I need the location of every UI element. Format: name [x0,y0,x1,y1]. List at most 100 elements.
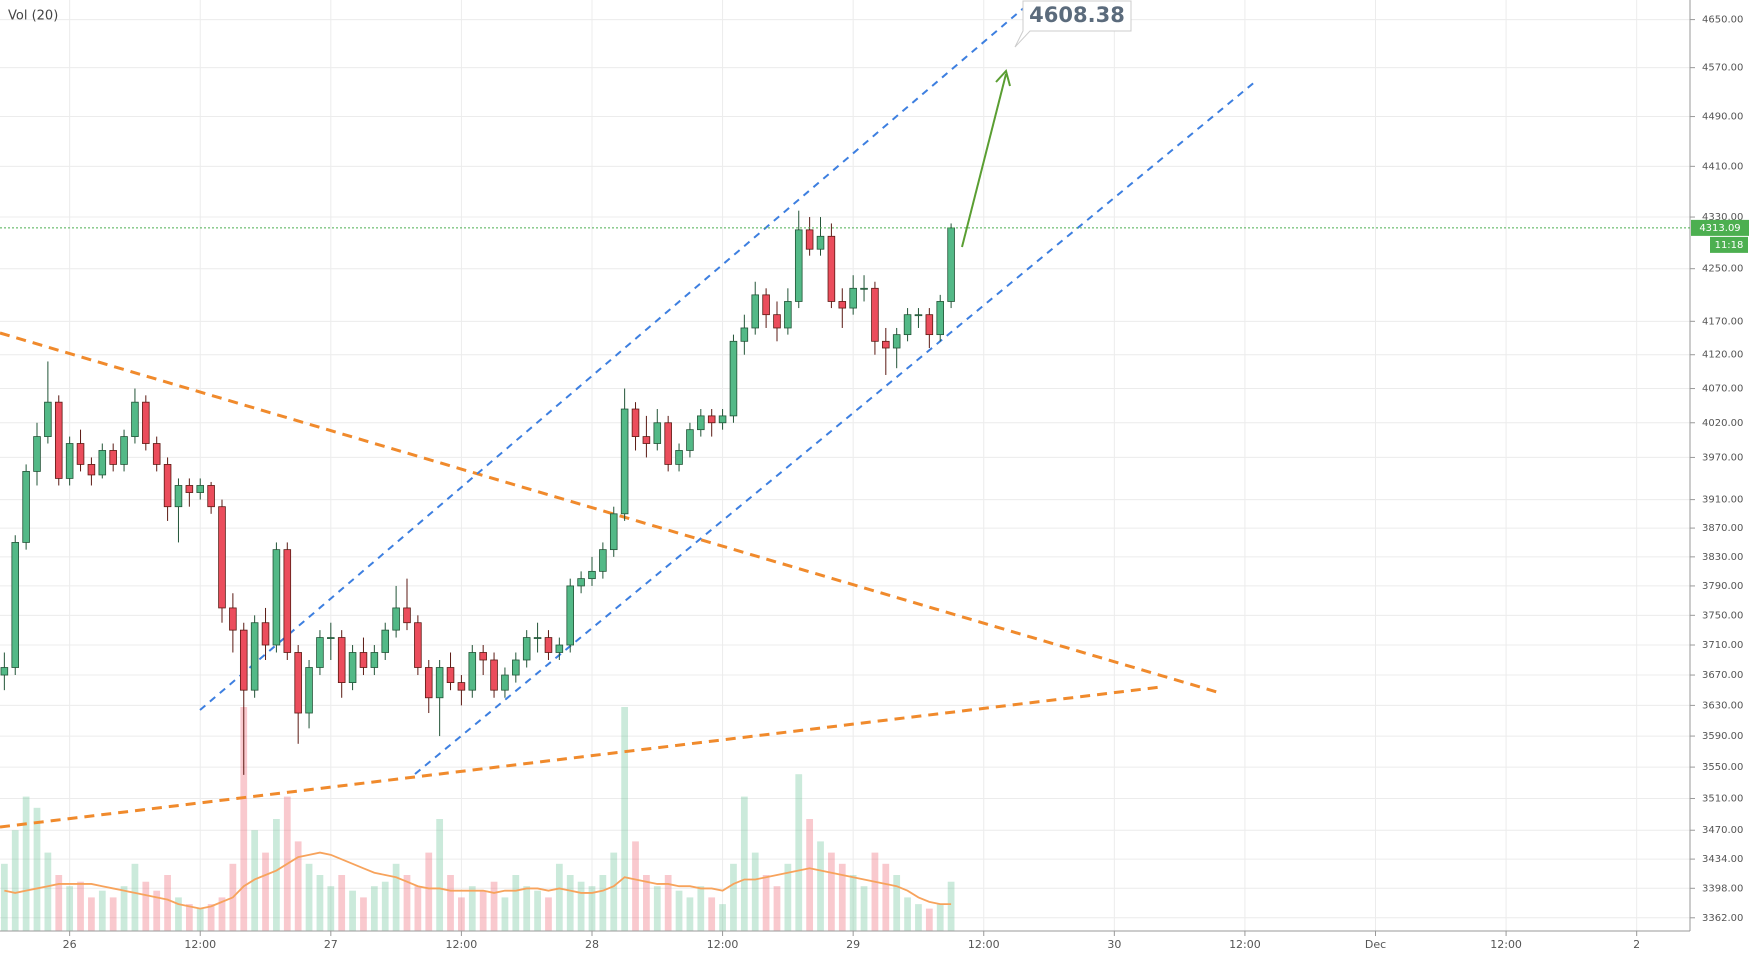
volume-bar [175,897,182,931]
volume-bar [523,886,531,931]
trend-line [0,685,1162,829]
candle-body [218,506,226,609]
y-tick-label: 4410.00 [1702,161,1743,172]
y-tick-label: 3510.00 [1702,793,1743,804]
candle-body [294,652,302,714]
candle-body [109,450,117,465]
y-tick-label: 4250.00 [1702,264,1743,275]
y-tick-label: 4650.00 [1702,15,1743,26]
candle-body [609,513,618,551]
countdown-label: 11:18 [1715,240,1744,251]
y-tick-label: 3630.00 [1702,700,1743,711]
volume-bar [11,830,19,931]
candle-body [925,314,934,336]
volume-bar [468,886,476,931]
volume-bar [860,886,868,931]
volume-bar [251,830,259,931]
volume-bar [512,875,520,931]
y-tick-label: 3970.00 [1702,452,1743,463]
volume-bar [904,897,911,931]
candle-body [348,652,357,683]
volume-bar [632,841,639,931]
volume-bar [588,886,596,931]
y-tick-label: 3870.00 [1702,523,1743,534]
candle-body [577,578,585,587]
y-tick-label: 4070.00 [1702,384,1743,395]
volume-bar [610,852,618,931]
grid [0,0,1690,931]
candle-body [196,485,205,493]
drawings [0,5,1257,829]
volume-bar [817,841,824,931]
x-tick-label: 2 [1633,938,1640,951]
volume-bar [740,796,748,931]
candle-body [544,637,553,653]
volume-bar [33,807,41,931]
candle-body [87,464,96,476]
volume-bar [109,897,117,931]
axes: 26 12:00 27 12:00 28 12:00 29 12:00 30 12:00 Dec 12… [63,15,1744,951]
candle-body [446,667,455,683]
x-tick-label: 12:00 [184,938,216,951]
candle-body [675,450,683,465]
candle-body [686,429,694,451]
candles [0,210,955,775]
volume-ma [4,851,952,910]
y-tick-label: 3910.00 [1702,495,1743,506]
volume-bar [262,852,269,931]
candle-body [664,422,672,465]
candle-body [261,622,270,646]
volume-bar [643,875,650,931]
volume-bar [327,886,335,931]
volume-bar [381,881,389,931]
volume-bar [77,881,84,931]
candle-body [283,549,292,653]
y-tick-label: 3830.00 [1702,552,1743,563]
x-tick-label: Dec [1365,938,1386,951]
candle-body [490,659,498,691]
volume-bar [370,886,378,931]
y-tick-label: 3750.00 [1702,610,1743,621]
last-price-box [1691,219,1749,236]
y-tick-label: 3670.00 [1702,670,1743,681]
volume-bar [294,841,302,931]
volume-bar [273,819,280,931]
x-tick-label: 29 [846,938,860,951]
volume-bar [871,852,879,931]
candle-body [174,485,183,508]
candle-body [892,334,901,349]
volume-bar [490,881,498,931]
volume-bar [936,904,944,931]
volume-bar [0,863,8,931]
candle-body [468,652,477,691]
candle-body [599,549,607,572]
volume-bar [838,863,846,931]
candle-body [120,436,128,465]
y-tick-label: 4330.00 [1702,212,1743,223]
candle-body [435,667,444,699]
volume-bar [414,886,422,931]
volume-bar [349,890,356,931]
volume-bar [458,897,465,931]
volume-bar [686,897,694,931]
volume-bar [153,890,161,931]
candle-body [936,301,944,336]
annotation-label: 4608.38 [1029,3,1125,27]
x-tick-label: 12:00 [446,938,478,951]
candle-body [903,314,912,336]
volume-bar [66,886,74,931]
candle-body [0,667,9,676]
candle-body [11,542,20,668]
candle-body [512,659,520,676]
candle-body [44,401,52,437]
candle-body [871,287,879,342]
volume-bar [947,881,955,931]
candle-body [327,637,335,639]
volume-bar [44,852,52,931]
countdown-box [1710,236,1748,253]
volume-bar [653,886,661,931]
x-tick-label: 30 [1107,938,1121,951]
volume-bar [207,904,215,931]
volume-bar [719,904,726,931]
candle-body [566,585,574,646]
